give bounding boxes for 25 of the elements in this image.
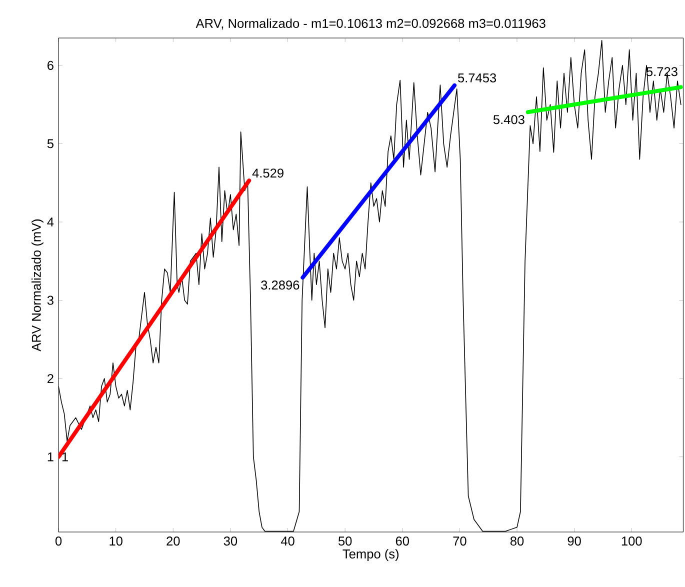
annotation: 1 (62, 452, 68, 462)
annotation: 5.7453 (458, 73, 496, 82)
y-tick-label: 3 (47, 296, 54, 305)
x-tick-label: 70 (453, 536, 466, 546)
annotation: 4.529 (252, 168, 284, 178)
chart-title: ARV, Normalizado - m1=0.10613 m2=0.092668 m3=0.011963 (196, 18, 546, 30)
x-tick-label: 50 (338, 536, 352, 546)
x-tick-label: 100 (622, 536, 642, 546)
y-tick-label: 6 (48, 60, 54, 70)
x-tick-label: 0 (55, 536, 62, 546)
y-tick-label: 1 (48, 452, 54, 462)
x-tick-label: 80 (510, 536, 524, 546)
x-tick-label: 20 (166, 536, 180, 546)
y-axis-title: ARV Normalizado (mV) (32, 219, 44, 352)
x-tick-label: 90 (568, 536, 581, 546)
x-axis-title: Tempo (s) (342, 549, 399, 561)
annotation: 5.403 (493, 115, 524, 124)
annotation: 3.2896 (261, 280, 300, 290)
y-tick-label: 2 (48, 374, 54, 384)
y-tick-label: 5 (47, 139, 54, 148)
x-tick-label: 10 (110, 536, 122, 546)
x-tick-label: 30 (224, 536, 238, 546)
y-tick-label: 4 (47, 218, 54, 226)
x-tick-label: 40 (280, 536, 294, 546)
x-tick-label: 60 (396, 536, 409, 546)
